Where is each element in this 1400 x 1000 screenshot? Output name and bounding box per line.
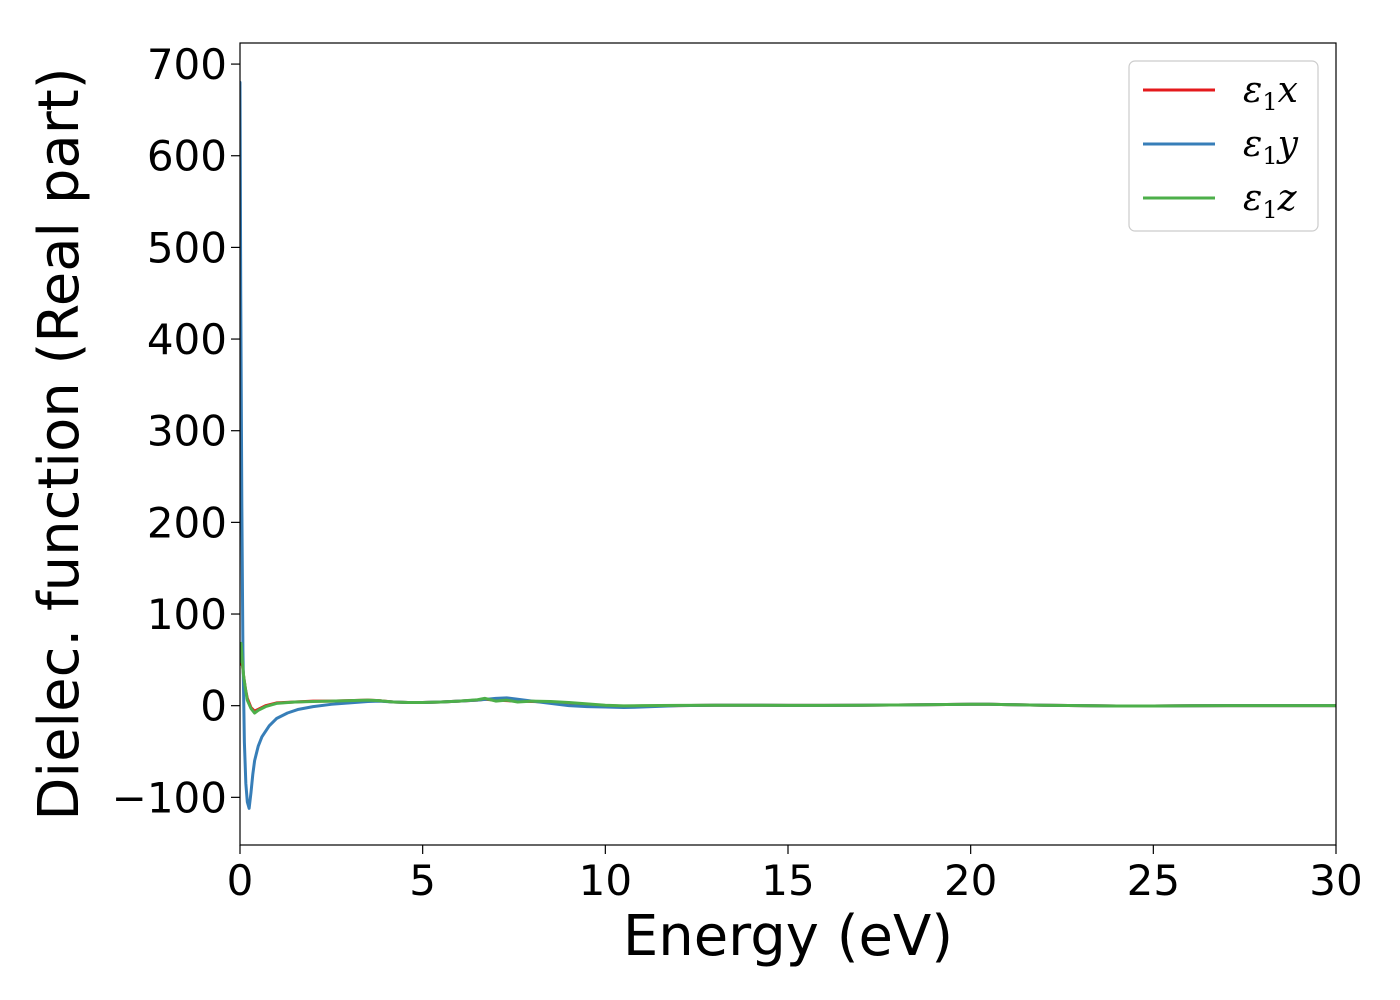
- y-tick-label: 600: [147, 132, 227, 181]
- y-axis-label: Dielec. function (Real part): [27, 67, 92, 820]
- y-tick-label: 400: [147, 315, 227, 364]
- legend-label-z: ε1z: [1243, 178, 1298, 224]
- y-axis: −100 0 100 200 300 400 500 600 700: [112, 40, 240, 822]
- x-tick-label: 20: [944, 856, 997, 905]
- x-tick-label: 15: [761, 856, 814, 905]
- y-tick-label: 500: [147, 223, 227, 272]
- x-axis-label: Energy (eV): [623, 904, 953, 969]
- legend-label-x: ε1x: [1243, 70, 1298, 116]
- x-tick-label: 25: [1127, 856, 1180, 905]
- legend-label-y: ε1y: [1243, 124, 1299, 170]
- legend-box: [1128, 60, 1319, 232]
- legend: ε1x ε1y ε1z: [1128, 60, 1319, 232]
- y-tick-label: 100: [147, 590, 227, 639]
- y-tick-label: 200: [147, 498, 227, 547]
- x-tick-label: 0: [227, 856, 254, 905]
- x-tick-label: 5: [409, 856, 436, 905]
- y-tick-label: −100: [112, 773, 227, 822]
- series-line-z: [240, 641, 1336, 715]
- y-tick-label: 700: [147, 40, 227, 89]
- y-tick-label: 0: [200, 682, 227, 731]
- y-tick-label: 300: [147, 407, 227, 456]
- x-axis: 0 5 10 15 20 25 30: [227, 845, 1363, 905]
- x-tick-label: 30: [1309, 856, 1362, 905]
- x-tick-label: 10: [579, 856, 632, 905]
- series-layer: [240, 80, 1336, 810]
